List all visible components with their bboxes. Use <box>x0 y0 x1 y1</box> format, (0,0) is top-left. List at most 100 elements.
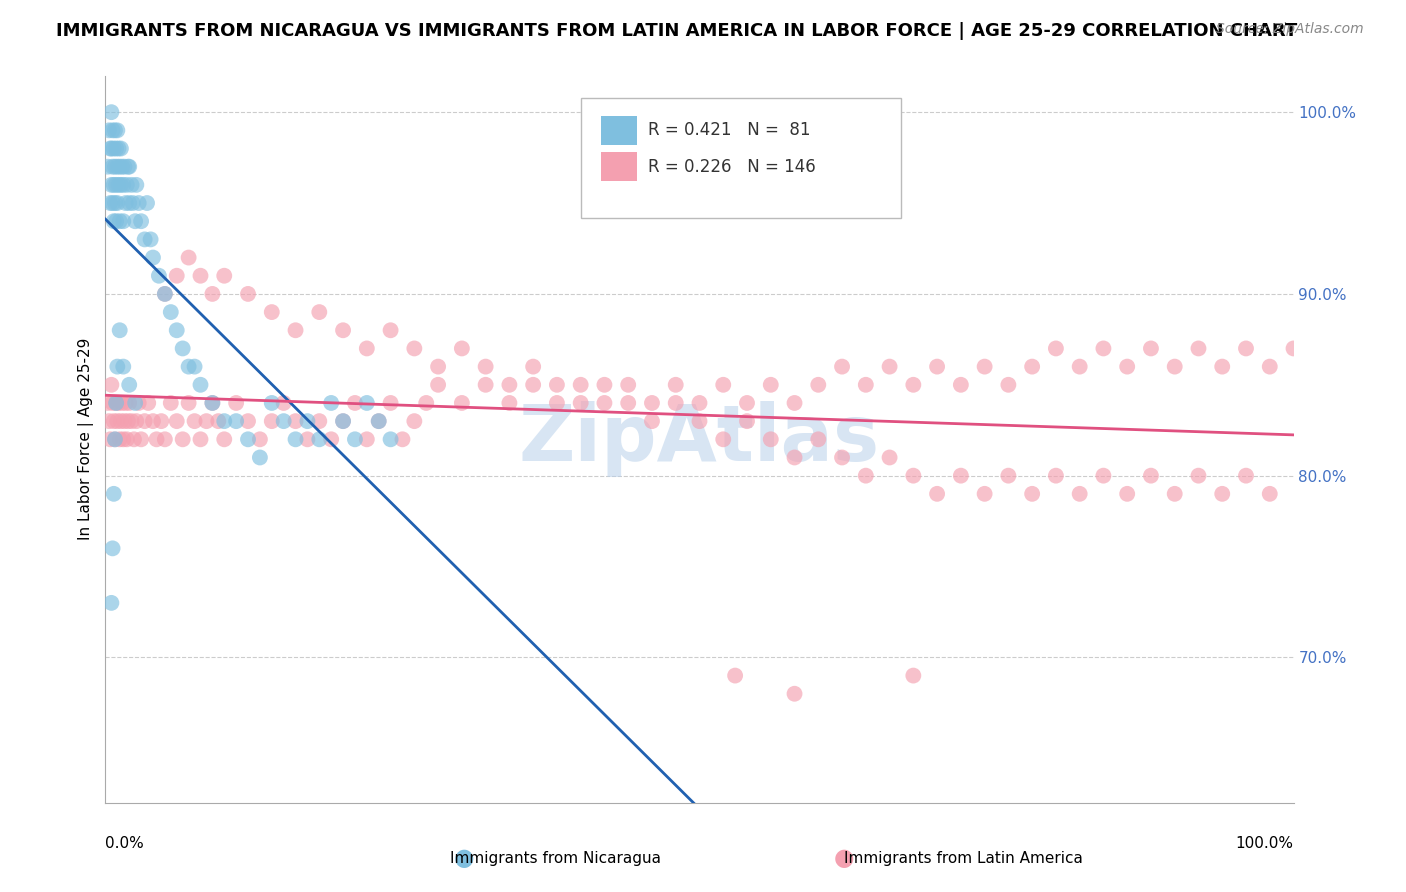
Point <box>114 396 136 410</box>
Point <box>273 414 295 428</box>
Point <box>100 596 122 610</box>
Point <box>183 414 205 428</box>
Point <box>925 487 948 501</box>
Point <box>101 541 124 556</box>
Point <box>522 377 544 392</box>
Point <box>108 214 131 228</box>
Point <box>1140 468 1163 483</box>
Point <box>118 160 141 174</box>
Point <box>831 359 853 374</box>
Point <box>783 450 806 465</box>
Point <box>427 359 450 374</box>
Point <box>166 323 188 337</box>
Point <box>100 377 122 392</box>
Point <box>105 396 128 410</box>
Point <box>125 178 148 192</box>
Point <box>153 432 176 446</box>
Point <box>112 432 135 446</box>
Point <box>105 160 128 174</box>
Point <box>110 178 132 192</box>
Point <box>142 251 165 265</box>
Point <box>1258 359 1281 374</box>
Text: 100.0%: 100.0% <box>1236 836 1294 850</box>
Point <box>1069 359 1091 374</box>
Point <box>107 396 129 410</box>
Point <box>973 359 995 374</box>
Point <box>104 123 127 137</box>
Point <box>103 414 125 428</box>
Point <box>110 141 132 155</box>
Point <box>214 414 236 428</box>
Point <box>129 214 152 228</box>
Point <box>569 396 592 410</box>
Point <box>125 414 148 428</box>
Point <box>1045 468 1067 483</box>
Point <box>190 377 212 392</box>
Point <box>150 414 173 428</box>
Point <box>117 160 139 174</box>
Point <box>201 286 224 301</box>
Point <box>107 141 129 155</box>
FancyBboxPatch shape <box>581 97 901 218</box>
Point <box>308 414 330 428</box>
Point <box>831 450 853 465</box>
Point <box>546 377 568 392</box>
Text: ●: ● <box>834 847 853 870</box>
Point <box>617 396 640 410</box>
Point <box>783 687 806 701</box>
Point <box>546 396 568 410</box>
Point <box>783 396 806 410</box>
Point <box>159 396 181 410</box>
Point <box>284 323 307 337</box>
Point <box>1234 468 1257 483</box>
Point <box>121 414 143 428</box>
Point <box>225 414 247 428</box>
Point <box>903 468 925 483</box>
Point <box>260 305 283 319</box>
Point <box>332 414 354 428</box>
Point <box>105 196 128 211</box>
Point <box>148 268 170 283</box>
Point <box>112 214 135 228</box>
Point <box>949 468 972 483</box>
Point <box>104 432 127 446</box>
Point <box>641 396 664 410</box>
Point <box>115 178 138 192</box>
Point <box>308 305 330 319</box>
Point <box>284 414 307 428</box>
Point <box>214 268 236 283</box>
Y-axis label: In Labor Force | Age 25-29: In Labor Force | Age 25-29 <box>79 338 94 541</box>
Point <box>1164 487 1187 501</box>
Point <box>1045 342 1067 356</box>
Point <box>1092 342 1115 356</box>
Point <box>236 432 259 446</box>
Text: 0.0%: 0.0% <box>105 836 145 850</box>
Point <box>1021 359 1043 374</box>
Point <box>177 396 200 410</box>
Point <box>356 432 378 446</box>
Point <box>427 377 450 392</box>
Point <box>1234 342 1257 356</box>
Point <box>159 305 181 319</box>
Point <box>112 359 135 374</box>
Point <box>101 196 124 211</box>
Point <box>903 668 925 682</box>
Point <box>879 450 901 465</box>
Point <box>593 377 616 392</box>
Point <box>321 396 343 410</box>
Point <box>128 196 150 211</box>
Point <box>105 178 128 192</box>
Point <box>122 432 145 446</box>
Point <box>153 286 176 301</box>
Point <box>855 468 877 483</box>
Point <box>142 414 165 428</box>
Point <box>404 342 426 356</box>
Point <box>114 414 136 428</box>
Point <box>321 432 343 446</box>
Text: ●: ● <box>454 847 474 870</box>
Point <box>172 342 194 356</box>
Point <box>97 160 120 174</box>
Point <box>308 432 330 446</box>
Point <box>474 359 496 374</box>
Point <box>356 342 378 356</box>
